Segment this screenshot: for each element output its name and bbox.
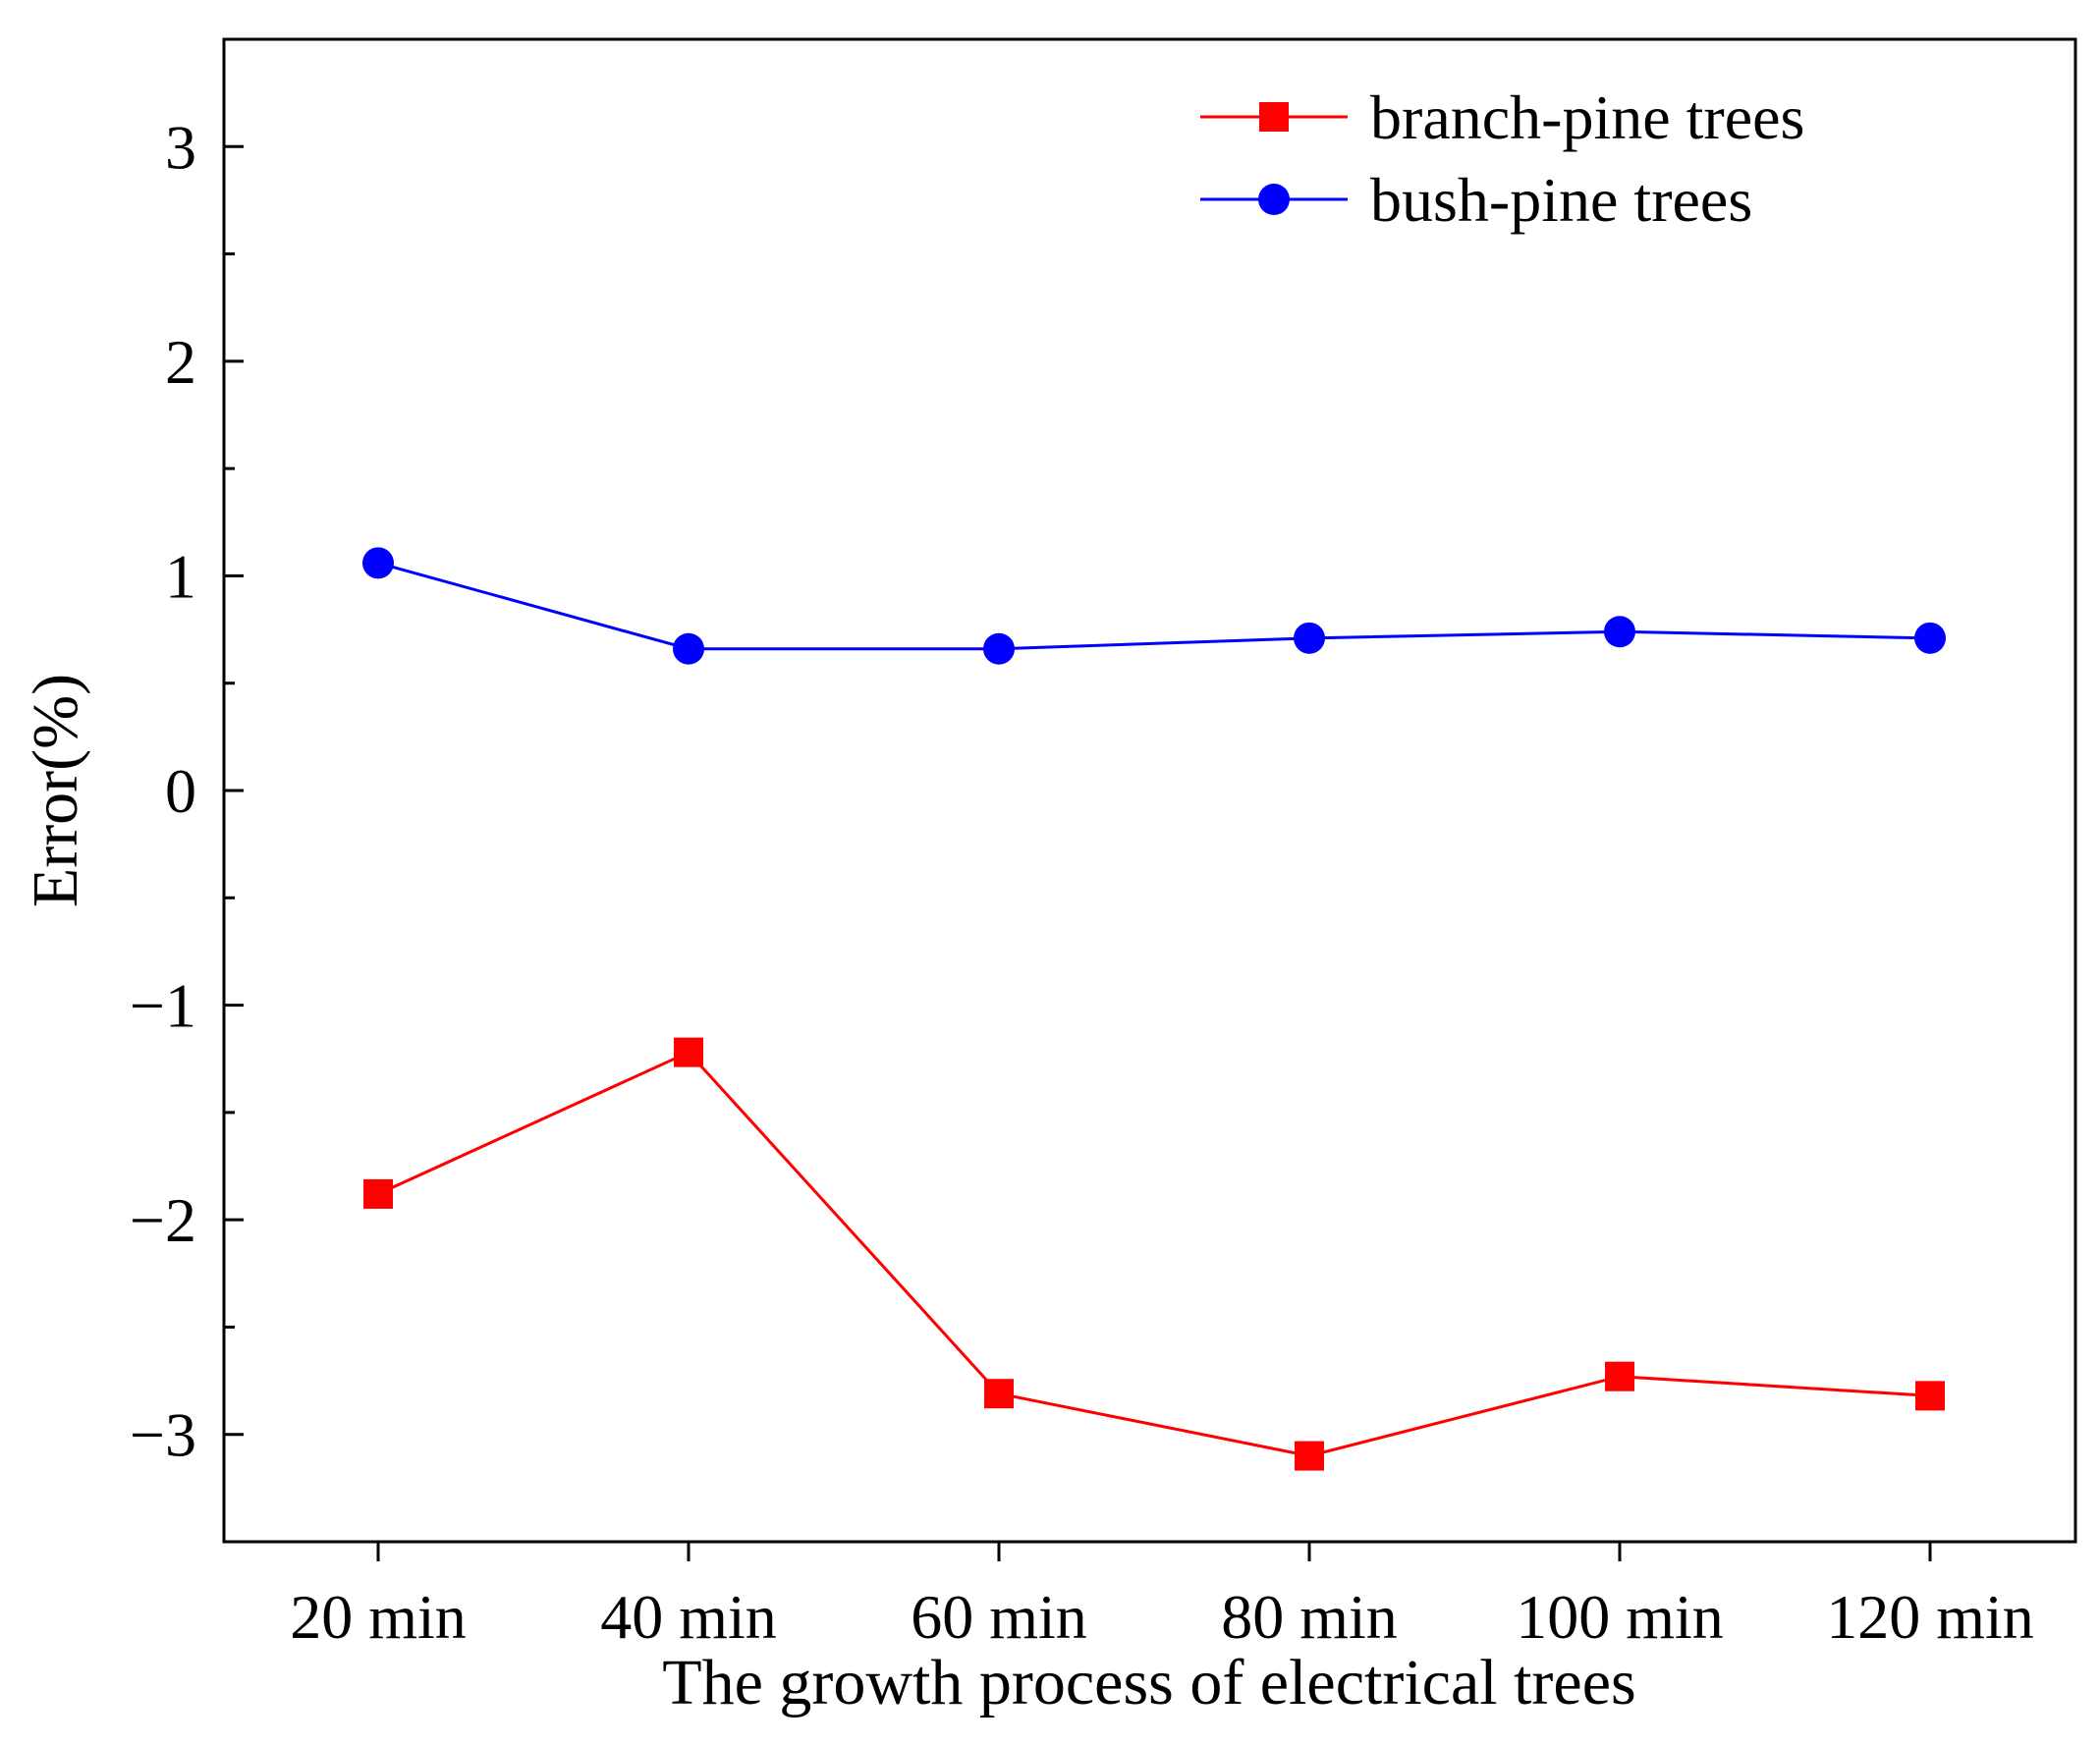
- bush-pine-trees-point: [1604, 616, 1635, 648]
- x-tick-label: 60 min: [911, 1582, 1087, 1652]
- legend-branch-pine-trees-label: branch-pine trees: [1370, 82, 1804, 152]
- x-tick-label: 20 min: [290, 1582, 467, 1652]
- legend-bush-pine-trees-label: bush-pine trees: [1370, 165, 1752, 235]
- branch-pine-trees-point: [363, 1178, 393, 1209]
- y-tick-label: −2: [130, 1185, 196, 1255]
- bush-pine-trees-point: [983, 632, 1015, 665]
- y-tick-label: 1: [165, 541, 196, 611]
- branch-pine-trees-point: [1295, 1441, 1324, 1471]
- legend-bush-pine-trees-marker: [1258, 184, 1290, 215]
- bush-pine-trees-line: [377, 561, 1931, 651]
- legend-branch-pine-trees-marker: [1259, 102, 1289, 132]
- x-tick-label: 40 min: [600, 1582, 777, 1652]
- x-axis-title: The growth process of electrical trees: [662, 1647, 1635, 1718]
- y-tick-label: −1: [130, 971, 196, 1041]
- branch-pine-trees-point: [984, 1379, 1014, 1409]
- branch-pine-trees-point: [674, 1037, 703, 1067]
- bush-pine-trees-point: [1914, 622, 1946, 654]
- legend: branch-pine trees bush-pine trees: [1200, 82, 1804, 235]
- y-axis-title: Error(%): [20, 674, 91, 907]
- bush-pine-trees-point: [362, 547, 394, 579]
- branch-pine-trees-point: [1915, 1381, 1945, 1411]
- bush-pine-trees-point: [673, 632, 704, 665]
- y-tick-label: −3: [130, 1400, 196, 1470]
- plot-frame: [222, 37, 2077, 1544]
- y-tick-label: 0: [165, 756, 196, 826]
- y-tick-label: 3: [165, 112, 196, 182]
- y-tick-label: 2: [165, 327, 196, 397]
- branch-pine-trees-point: [1605, 1361, 1634, 1391]
- series-layer: [362, 547, 1946, 1471]
- bush-pine-trees-point: [1294, 622, 1325, 654]
- branch-pine-trees-line: [377, 1050, 1931, 1458]
- x-tick-label: 80 min: [1221, 1582, 1398, 1652]
- y-axis-ticks: −3 −2 −1 0 1 2 3: [130, 37, 244, 1544]
- x-axis-ticks: 20 min 40 min 60 min 80 min 100 min 120 min: [290, 1542, 2034, 1652]
- x-tick-label: 120 min: [1826, 1582, 2034, 1652]
- x-tick-label: 100 min: [1516, 1582, 1724, 1652]
